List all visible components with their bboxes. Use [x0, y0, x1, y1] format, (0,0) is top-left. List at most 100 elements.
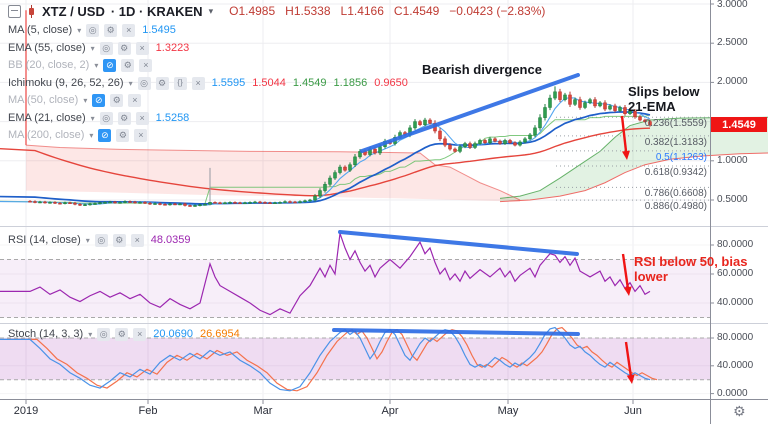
time-axis-label: Apr [381, 405, 399, 417]
legend-row-ema21: EMA (21, close) ▾ ◎ ⚙ × 1.5258 [8, 110, 189, 126]
indicator-name[interactable]: MA (50, close) [8, 94, 79, 106]
annotation-bearish-divergence: Bearish divergence [422, 62, 542, 77]
rsi-tick-label: 60.0000 [717, 268, 754, 279]
chevron-down-icon[interactable]: ▾ [90, 113, 95, 123]
price-tick-label: 0.5000 [717, 194, 748, 205]
rsi-tick-label: 80.0000 [717, 239, 754, 250]
legend-row-rsi: RSI (14, close) ▾ ◎ ⚙ × 48.0359 [8, 232, 191, 248]
indicator-name[interactable]: RSI (14, close) [8, 234, 81, 246]
indicator-name[interactable]: MA (5, close) [8, 24, 73, 36]
eye-icon[interactable]: ◎ [99, 111, 113, 125]
indicator-value: 26.6954 [200, 328, 240, 340]
candlestick-series-icon [27, 4, 36, 18]
gear-icon[interactable]: ⚙ [117, 111, 131, 125]
indicator-name[interactable]: Stoch (14, 3, 3) [8, 328, 84, 340]
indicator-name[interactable]: EMA (21, close) [8, 112, 86, 124]
close-icon[interactable]: × [135, 41, 149, 55]
price-tick-label: 3.0000 [717, 0, 748, 10]
chevron-down-icon[interactable]: ▾ [128, 78, 133, 88]
close-icon[interactable]: × [135, 111, 149, 125]
indicator-name[interactable]: Ichimoku (9, 26, 52, 26) [8, 77, 124, 89]
gear-icon[interactable]: ⚙ [104, 23, 118, 37]
ohlc-readout: O1.4985 H1.5338 L1.4166 C1.4549 −0.0423 … [229, 4, 545, 18]
eye-icon[interactable]: ◎ [94, 233, 108, 247]
interval-exchange[interactable]: · 1D · KRAKEN [110, 3, 203, 19]
eye-off-icon[interactable]: ⊘ [98, 128, 112, 142]
stoch-tick-label: 40.0000 [717, 359, 754, 371]
gear-icon[interactable]: ⚙ [117, 41, 131, 55]
indicator-name[interactable]: BB (20, close, 2) [8, 59, 90, 71]
indicator-value: 1.5044 [252, 77, 286, 89]
fib-level-label: 0.236(1.5559) [644, 118, 707, 130]
eye-icon[interactable]: ◎ [99, 41, 113, 55]
indicator-value: 20.0690 [153, 328, 193, 340]
open-value: O1.4985 [229, 4, 276, 18]
source-code-icon[interactable]: {} [173, 76, 187, 90]
chart-header: XTZ / USD · 1D · KRAKEN ▾ O1.4985 H1.533… [8, 3, 545, 19]
price-tick-label: 2.5000 [717, 37, 748, 49]
legend-row-stoch: Stoch (14, 3, 3) ▾ ◎ ⚙ × 20.0690 26.6954 [8, 326, 240, 342]
close-icon[interactable]: × [139, 58, 153, 72]
chevron-down-icon[interactable]: ▾ [94, 60, 99, 70]
gear-icon[interactable]: ⚙ [155, 76, 169, 90]
gear-icon[interactable]: ⚙ [115, 327, 129, 341]
close-icon[interactable]: × [122, 23, 136, 37]
legend-row-ma5: MA (5, close) ▾ ◎ ⚙ × 1.5495 [8, 22, 176, 38]
chevron-down-icon[interactable]: ▾ [90, 43, 95, 53]
chevron-down-icon[interactable]: ▾ [85, 235, 90, 245]
legend-row-ema55: EMA (55, close) ▾ ◎ ⚙ × 1.3223 [8, 40, 189, 56]
stoch-tick-label: 80.0000 [717, 332, 754, 343]
indicator-value: 1.1856 [333, 77, 368, 89]
chevron-down-icon[interactable]: ▾ [83, 95, 88, 105]
gear-icon[interactable]: ⚙ [112, 233, 126, 247]
indicator-name[interactable]: MA (200, close) [8, 129, 85, 141]
close-value: C1.4549 [393, 4, 440, 18]
price-tick-label: 2.0000 [717, 76, 748, 88]
gear-icon[interactable]: ⚙ [110, 93, 124, 107]
chevron-down-icon[interactable]: ▾ [89, 130, 94, 140]
gear-icon[interactable]: ⚙ [116, 128, 130, 142]
indicator-value: 0.9650 [374, 77, 408, 89]
legend-row-ma50: MA (50, close) ▾ ⊘ ⚙ × [8, 92, 142, 108]
annotation-slips-below-ema: Slips below 21-EMA [628, 84, 700, 114]
time-axis-label: Feb [138, 405, 158, 417]
gear-icon[interactable]: ⚙ [121, 58, 135, 72]
close-icon[interactable]: × [128, 93, 142, 107]
indicator-value: 1.5495 [142, 24, 176, 36]
chevron-down-icon[interactable]: ▾ [77, 25, 82, 35]
legend-row-ichimoku: Ichimoku (9, 26, 52, 26) ▾ ◎ ⚙ {} × 1.55… [8, 75, 408, 91]
fib-level-label: 0.382(1.3183) [644, 136, 707, 148]
annotation-rsi-below-50: RSI below 50, bias lower [634, 254, 748, 284]
fib-level-label: 0.786(0.6608) [644, 188, 707, 200]
indicator-value: 1.5595 [211, 77, 246, 89]
time-axis-label: 2019 [13, 405, 39, 417]
stoch-tick-label: 0.0000 [717, 387, 748, 399]
eye-icon[interactable]: ◎ [86, 23, 100, 37]
indicator-name[interactable]: EMA (55, close) [8, 42, 86, 54]
fib-level-label: 0.886(0.4980) [644, 201, 707, 213]
eye-icon[interactable]: ◎ [137, 76, 151, 90]
time-axis-label: Mar [253, 405, 273, 417]
collapse-pane-icon[interactable] [8, 4, 21, 18]
low-value: L1.4166 [340, 4, 384, 18]
symbol-title[interactable]: XTZ / USD [42, 3, 105, 19]
close-icon[interactable]: × [130, 233, 144, 247]
close-icon[interactable]: × [133, 327, 147, 341]
chevron-down-icon[interactable]: ▾ [88, 329, 93, 339]
gear-icon[interactable]: ⚙ [733, 403, 746, 419]
legend-row-bb: BB (20, close, 2) ▾ ⊘ ⚙ × [8, 57, 153, 73]
eye-icon[interactable]: ◎ [97, 327, 111, 341]
time-axis-label: May [497, 405, 519, 417]
indicator-value: 48.0359 [150, 234, 191, 246]
fib-level-label: 0.618(0.9342) [644, 166, 707, 178]
high-value: H1.5338 [285, 4, 331, 18]
chevron-down-icon[interactable]: ▾ [208, 5, 214, 16]
close-icon[interactable]: × [191, 76, 205, 90]
indicator-value: 1.3223 [155, 42, 190, 54]
close-icon[interactable]: × [134, 128, 148, 142]
eye-off-icon[interactable]: ⊘ [103, 58, 117, 72]
eye-off-icon[interactable]: ⊘ [92, 93, 106, 107]
legend-row-ma200: MA (200, close) ▾ ⊘ ⚙ × [8, 127, 148, 143]
change-value: −0.0423 (−2.83%) [449, 4, 546, 18]
